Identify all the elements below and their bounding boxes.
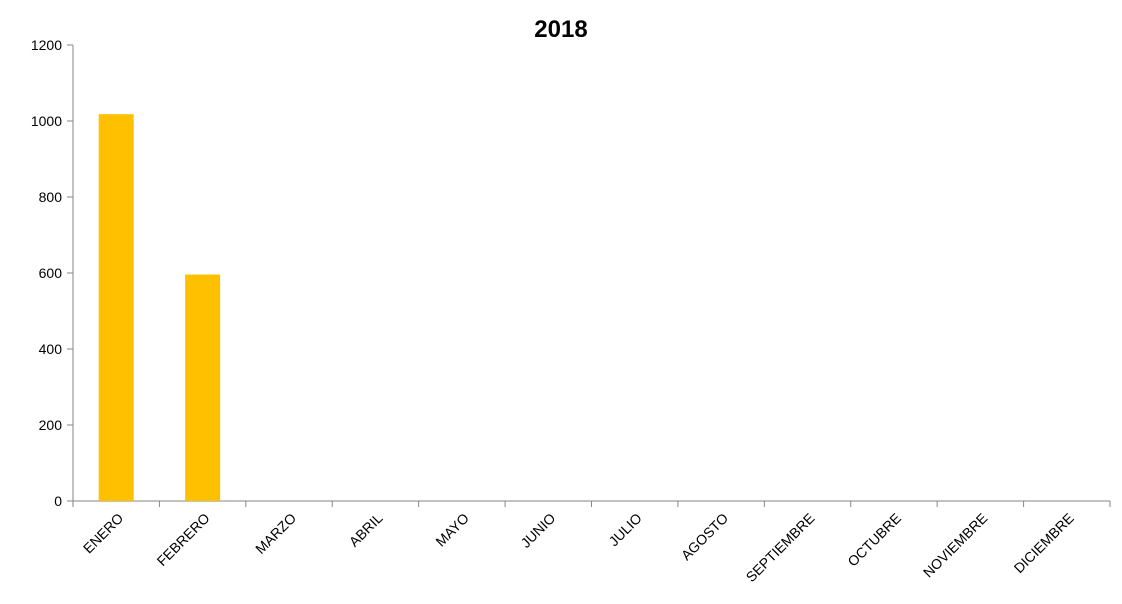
x-tick-label: MARZO [252,510,299,557]
y-tick-label: 800 [39,189,63,205]
x-tick-label: OCTUBRE [844,510,904,570]
y-tick-label: 1000 [31,113,62,129]
x-tick-label: JULIO [605,510,644,549]
x-tick-label: NOVIEMBRE [920,510,991,581]
chart-title: 2018 [534,16,587,43]
y-axis: 0 200 400 600 800 1000 1200 [31,37,74,509]
x-axis: ENERO FEBRERO MARZO ABRIL MAYO JUNIO JULIO AGOS… [72,500,1111,585]
y-tick-label: 200 [39,417,63,433]
x-tick-label: ENERO [80,510,127,557]
y-tick-label: 0 [54,493,62,509]
y-tick-label: 1200 [31,37,62,53]
bar-enero [98,114,134,501]
x-tick-label: AGOSTO [678,510,732,564]
bar-febrero [185,274,221,501]
x-tick-label: SEPTIEMBRE [743,510,818,585]
y-tick-label: 400 [39,341,63,357]
y-tick-label: 600 [39,265,63,281]
x-tick-label: MAYO [432,510,472,550]
bar-series [98,114,221,501]
x-tick-label: FEBRERO [154,510,213,569]
x-tick-label: DICIEMBRE [1011,510,1077,576]
x-tick-label: JUNIO [517,510,558,551]
x-tick-label: ABRIL [346,510,386,550]
